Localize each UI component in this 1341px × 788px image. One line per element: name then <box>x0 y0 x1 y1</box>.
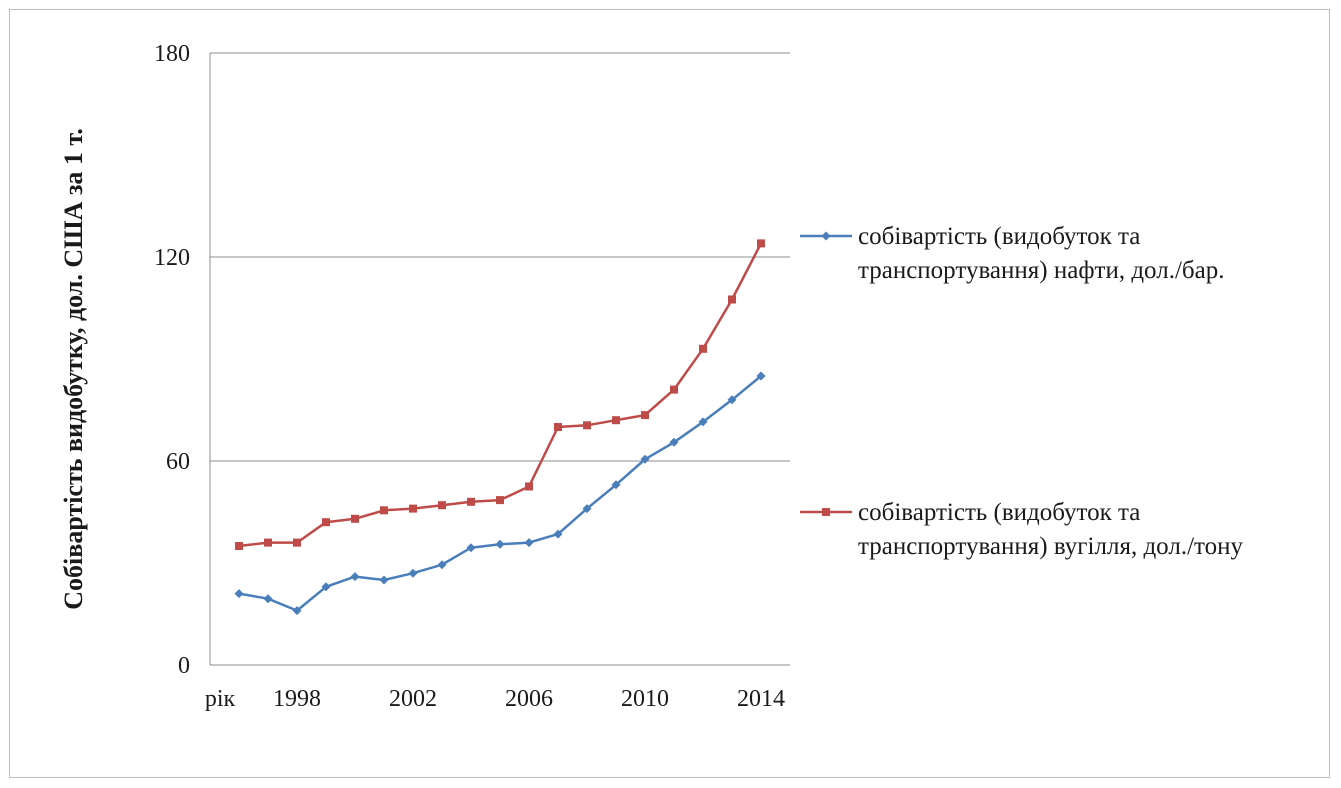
data-point <box>263 594 273 604</box>
axes <box>209 53 790 666</box>
legend-entry-2: собівартість (видобуток та транспортуванн… <box>800 499 1243 560</box>
data-point <box>698 417 708 427</box>
data-point <box>438 501 446 510</box>
data-point <box>641 411 649 420</box>
data-point <box>525 482 533 491</box>
data-point <box>495 539 505 549</box>
y-tick-label: 120 <box>154 245 190 271</box>
data-point <box>699 344 707 353</box>
y-tick-label: 180 <box>154 41 190 67</box>
data-point <box>553 529 563 539</box>
data-point <box>293 538 301 547</box>
data-point <box>524 538 534 548</box>
legend-marker <box>821 231 831 241</box>
y-tick-labels: 0 60 120 180 <box>154 41 190 679</box>
data-point <box>466 543 476 553</box>
x-tick-label: 2014 <box>737 686 785 712</box>
data-point <box>757 239 765 248</box>
x-tick-label: 2010 <box>621 686 669 712</box>
y-axis-label: Собівартість видобутку, дол. США за 1 т. <box>59 128 88 609</box>
legend-marker <box>822 508 830 516</box>
data-point <box>728 295 736 304</box>
series-group <box>234 239 766 616</box>
legend-entry-1: собівартість (видобуток та транспортуванн… <box>800 223 1224 284</box>
x-tick-label: 2002 <box>389 686 437 712</box>
data-point <box>380 506 388 515</box>
data-point <box>409 504 417 513</box>
legend-label-line: транспортування) вугілля, дол./тону <box>858 533 1243 560</box>
data-point <box>322 518 330 527</box>
legend-label: собівартість (видобуток та транспортуванн… <box>858 223 1224 284</box>
legend-label-line: собівартість (видобуток та <box>858 499 1140 526</box>
data-point <box>234 589 244 599</box>
legend-label: собівартість (видобуток та транспортуванн… <box>858 499 1243 560</box>
data-point <box>496 496 504 505</box>
gridlines <box>210 52 790 462</box>
data-point <box>727 395 737 405</box>
series-1 <box>234 371 766 616</box>
x-axis-label: рік <box>205 686 236 712</box>
y-tick-label: 0 <box>178 653 190 679</box>
legend-label-line: транспортування) нафти, дол./бар. <box>858 257 1224 284</box>
data-point <box>582 504 592 514</box>
data-point <box>640 454 650 464</box>
data-point <box>756 371 766 381</box>
x-tick-labels: 1998 2002 2006 2010 2014 <box>273 686 785 712</box>
data-point <box>611 480 621 490</box>
data-point <box>321 582 331 592</box>
legend-label-line: собівартість (видобуток та <box>858 223 1140 250</box>
data-point <box>670 385 678 394</box>
data-point <box>612 416 620 425</box>
y-tick-label: 60 <box>166 449 190 475</box>
data-point <box>437 560 447 570</box>
data-point <box>379 575 389 585</box>
legend: собівартість (видобуток та транспортуванн… <box>800 223 1243 560</box>
x-tick-label: 2006 <box>505 686 553 712</box>
data-point <box>583 421 591 430</box>
data-point <box>467 497 475 506</box>
data-point <box>350 572 360 582</box>
data-point <box>408 568 418 578</box>
series-line <box>238 375 762 612</box>
data-point <box>669 437 679 447</box>
x-tick-label: 1998 <box>273 686 321 712</box>
data-point <box>235 542 243 550</box>
data-point <box>351 514 359 523</box>
data-point <box>264 538 272 547</box>
data-point <box>554 423 562 431</box>
series-2 <box>235 239 765 550</box>
data-point <box>292 606 302 616</box>
